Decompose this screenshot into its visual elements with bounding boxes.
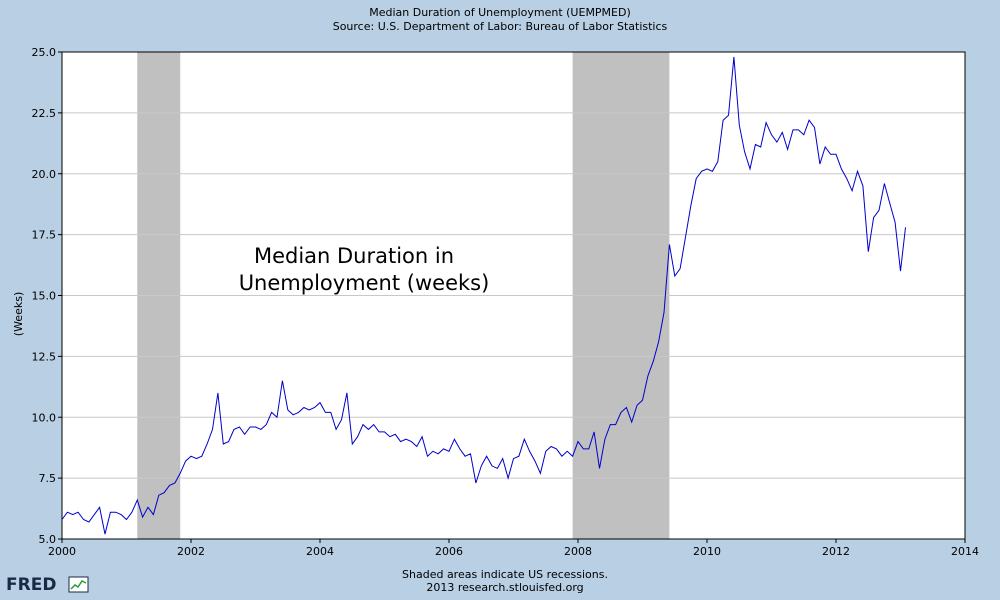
y-tick-label: 15.0 <box>32 290 57 303</box>
y-tick-label: 7.5 <box>39 472 57 485</box>
x-tick-label: 2010 <box>693 545 721 558</box>
x-tick-label: 2002 <box>177 545 205 558</box>
y-axis: 5.0 7.5 10.0 12.5 15.0 17.5 20.0 22.5 25.0 <box>32 46 62 546</box>
annotation-line-1: Median Duration in <box>254 244 454 268</box>
y-tick-label: 22.5 <box>32 107 57 120</box>
y-tick-label: 10.0 <box>32 411 57 424</box>
chart-title: Median Duration of Unemployment (UEMPMED… <box>369 6 631 19</box>
y-tick-label: 5.0 <box>39 533 57 546</box>
x-axis: 2000 2002 2004 2006 2008 2010 2012 2014 <box>48 539 979 558</box>
y-tick-label: 25.0 <box>32 46 57 59</box>
footer-note: Shaded areas indicate US recessions. <box>402 568 608 581</box>
x-tick-label: 2004 <box>306 545 334 558</box>
fred-logo-graph-icon <box>68 576 89 593</box>
y-tick-label: 20.0 <box>32 168 57 181</box>
chart-subtitle: Source: U.S. Department of Labor: Bureau… <box>333 20 668 33</box>
x-tick-label: 2000 <box>48 545 76 558</box>
series-layer <box>61 56 906 535</box>
x-tick-label: 2014 <box>951 545 979 558</box>
y-tick-label: 12.5 <box>32 350 57 363</box>
fred-logo-text: FRED <box>6 575 56 595</box>
footer-source: 2013 research.stlouisfed.org <box>426 581 583 594</box>
x-tick-label: 2008 <box>564 545 592 558</box>
x-tick-label: 2012 <box>822 545 850 558</box>
fred-logo-graph-line <box>70 580 87 590</box>
y-tick-label: 17.5 <box>32 229 57 242</box>
annotation-line-2: Unemployment (weeks) <box>239 271 490 295</box>
x-tick-label: 2006 <box>435 545 463 558</box>
series-line-1 <box>61 56 906 535</box>
fred-logo: FRED <box>6 575 89 595</box>
y-axis-label: (Weeks) <box>12 292 25 336</box>
